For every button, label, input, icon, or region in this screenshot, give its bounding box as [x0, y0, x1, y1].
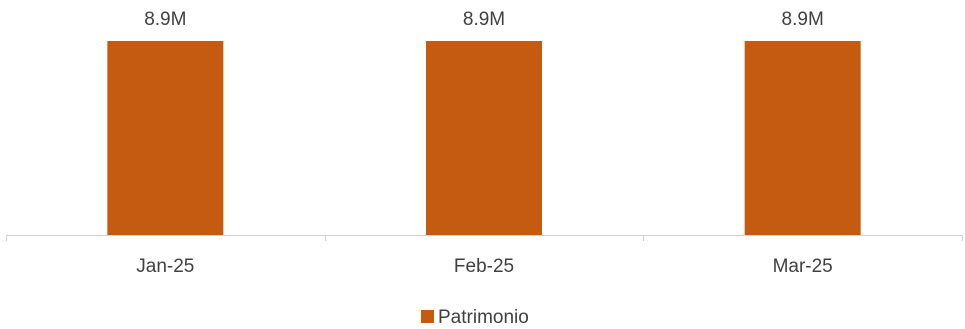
data-label-mar-25: 8.9M	[782, 9, 824, 30]
x-tick-label-jan-25: Jan-25	[136, 256, 194, 277]
data-labels-group: 8.9M 8.9M 8.9M	[144, 9, 824, 30]
bar-mar-25[interactable]	[744, 41, 861, 235]
data-label-feb-25: 8.9M	[463, 9, 505, 30]
x-axis-ticks	[6, 235, 963, 241]
legend[interactable]: Patrimonio	[421, 307, 529, 328]
bars-group	[107, 41, 861, 235]
x-axis: Jan-25 Feb-25 Mar-25	[6, 235, 963, 277]
legend-label-patrimonio: Patrimonio	[438, 307, 529, 328]
x-axis-tick-labels: Jan-25 Feb-25 Mar-25	[136, 256, 832, 277]
bar-jan-25[interactable]	[107, 41, 224, 235]
x-tick-label-feb-25: Feb-25	[454, 256, 514, 277]
x-tick-label-mar-25: Mar-25	[773, 256, 833, 277]
bar-feb-25[interactable]	[426, 41, 542, 235]
data-label-jan-25: 8.9M	[144, 9, 186, 30]
legend-swatch-patrimonio	[421, 310, 434, 323]
